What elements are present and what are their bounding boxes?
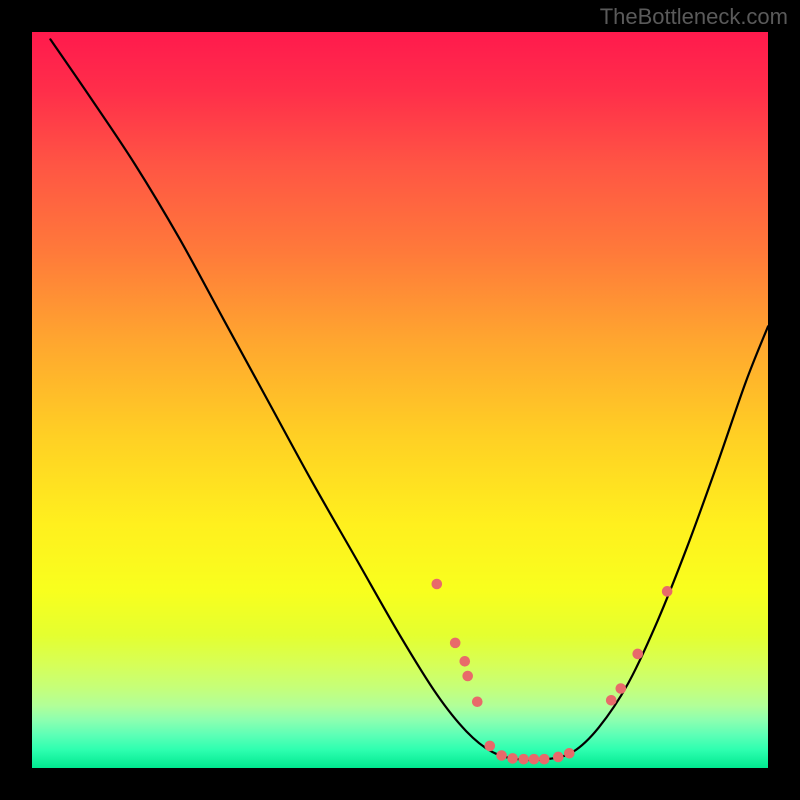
data-marker: [539, 754, 550, 765]
data-marker: [529, 754, 540, 765]
data-marker: [632, 649, 643, 660]
data-marker: [484, 741, 495, 752]
data-marker: [459, 656, 470, 667]
data-marker: [450, 638, 461, 649]
data-marker: [518, 754, 529, 765]
data-marker: [472, 696, 483, 707]
data-marker: [662, 586, 673, 597]
data-marker: [616, 683, 627, 694]
data-marker: [432, 579, 443, 590]
chart-area: [32, 32, 768, 768]
gradient-background: [32, 32, 768, 768]
data-marker: [564, 748, 575, 759]
watermark-text: TheBottleneck.com: [600, 4, 788, 30]
data-marker: [507, 753, 518, 764]
data-marker: [606, 695, 617, 706]
data-marker: [553, 752, 564, 763]
data-marker: [496, 750, 507, 761]
data-marker: [462, 671, 473, 682]
outer-frame: TheBottleneck.com: [0, 0, 800, 800]
chart-svg: [32, 32, 768, 768]
